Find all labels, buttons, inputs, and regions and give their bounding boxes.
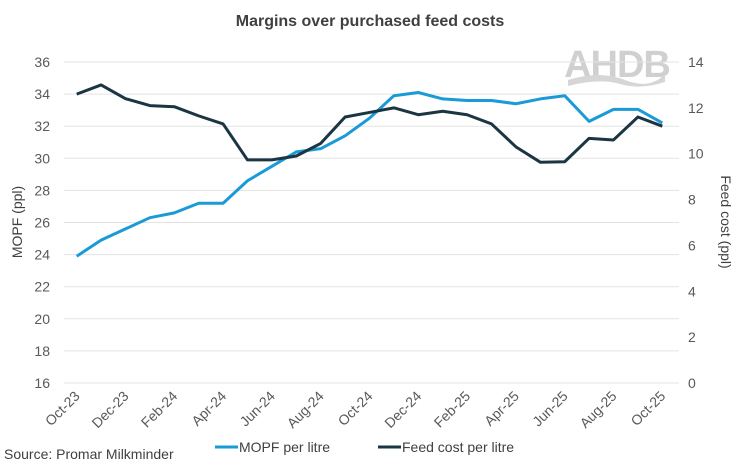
y-tick-label-right: 10 [688, 146, 704, 162]
series-line-feed-cost [76, 83, 663, 164]
y-tick-label-left: 30 [34, 150, 50, 166]
legend-label-mopf: MOPF per litre [239, 439, 330, 455]
y-tick-label-left: 36 [34, 54, 50, 70]
x-tick-label: Jun-24 [236, 388, 278, 430]
y-tick-label-left: 28 [34, 182, 50, 198]
legend-label-feed: Feed cost per litre [402, 439, 514, 455]
x-tick-label: Oct-24 [335, 388, 376, 429]
x-tick-label: Aug-24 [284, 388, 327, 431]
x-tick-label: Aug-25 [576, 388, 619, 431]
y-tick-label-right: 6 [688, 237, 696, 253]
y-tick-label-right: 14 [688, 54, 704, 70]
y-tick-label-right: 8 [688, 192, 696, 208]
legend: MOPF per litre Feed cost per litre [215, 439, 514, 455]
y-tick-label-left: 22 [34, 279, 50, 295]
y-axis-left-title: MOPF (ppl) [9, 186, 25, 258]
x-tick-label: Dec-24 [381, 388, 424, 431]
x-tick-label: Oct-25 [627, 388, 668, 429]
y-tick-label-left: 18 [34, 343, 50, 359]
y-tick-label-left: 32 [34, 118, 50, 134]
ahdb-logo: AHDB [564, 44, 671, 87]
y-tick-label-left: 20 [34, 311, 50, 327]
y-tick-label-right: 4 [688, 283, 696, 299]
y-tick-label-left: 24 [34, 247, 50, 263]
x-tick-label: Dec-23 [88, 388, 131, 431]
y-tick-label-right: 0 [688, 375, 696, 391]
x-tick-label: Apr-25 [481, 388, 522, 429]
x-tick-label: Apr-24 [188, 388, 229, 429]
x-tick-label: Oct-23 [42, 388, 83, 429]
x-tick-label: Feb-24 [138, 388, 181, 431]
y-tick-label-right: 2 [688, 329, 696, 345]
x-tick-label: Jun-25 [529, 388, 571, 430]
y-axis-right-title: Feed cost (ppl) [718, 175, 734, 268]
source-note: Source: Promar Milkminder [4, 446, 174, 462]
series-line-mopf [75, 90, 664, 258]
x-tick-label: Feb-25 [431, 388, 474, 431]
y-tick-label-left: 16 [34, 375, 50, 391]
chart-title: Margins over purchased feed costs [236, 13, 505, 30]
y-tick-label-left: 34 [34, 86, 50, 102]
y-tick-label-left: 26 [34, 215, 50, 231]
y-tick-label-right: 12 [688, 100, 704, 116]
